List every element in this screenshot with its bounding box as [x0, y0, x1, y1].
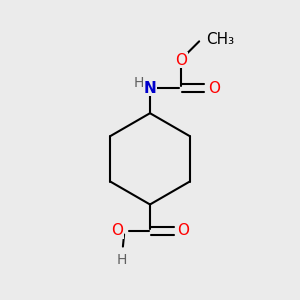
Text: N: N — [144, 81, 156, 96]
Text: O: O — [177, 224, 189, 238]
Text: CH₃: CH₃ — [206, 32, 234, 47]
Text: O: O — [175, 53, 187, 68]
Text: H: H — [117, 253, 127, 267]
Text: H: H — [133, 76, 143, 90]
Text: O: O — [208, 81, 220, 96]
Text: O: O — [112, 224, 124, 238]
